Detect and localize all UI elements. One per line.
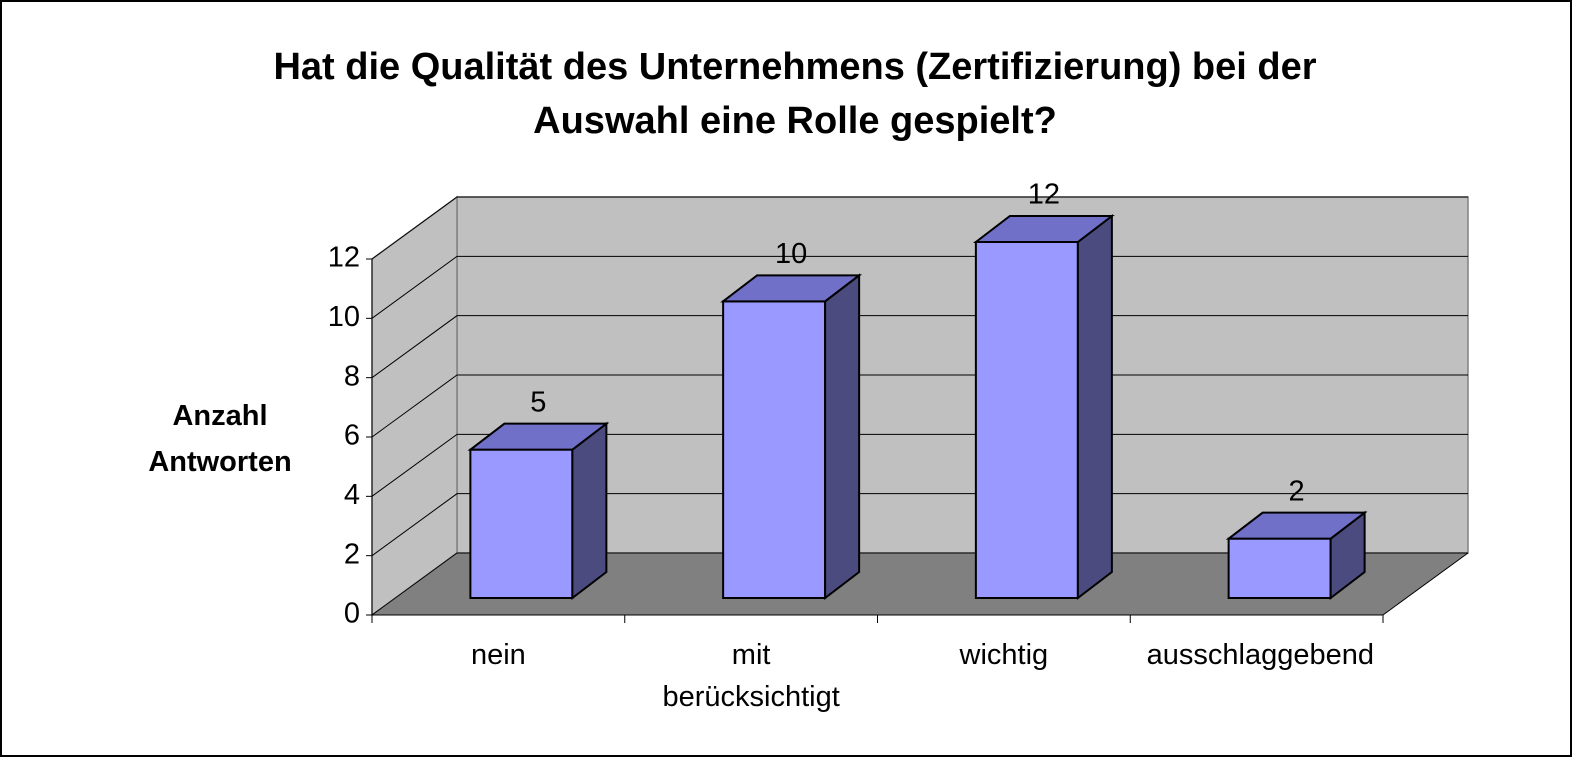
- grid-line: [371, 196, 1468, 260]
- bar-front: [974, 241, 1079, 599]
- bar-top: [1225, 511, 1368, 540]
- bar: [720, 273, 863, 601]
- bar-top: [972, 215, 1115, 243]
- y-tick-label: 2: [344, 538, 360, 570]
- bar-front: [469, 448, 574, 599]
- chart-title: Hat die Qualität des Unternehmens (Zerti…: [273, 46, 1317, 142]
- y-tick-label: 6: [344, 420, 360, 452]
- grid-line: [371, 493, 1468, 557]
- bar-side: [1076, 213, 1113, 601]
- bar-top: [720, 274, 863, 303]
- bar-front: [1227, 537, 1332, 599]
- y-tick-label: 8: [344, 360, 360, 392]
- x-tick-label: nein: [470, 639, 526, 671]
- value-label: 5: [530, 386, 546, 418]
- floor-edge: [1382, 552, 1469, 616]
- y-tick-label: 10: [328, 301, 360, 333]
- bar: [1225, 510, 1368, 601]
- bar-side: [571, 421, 608, 601]
- value-label: 12: [1028, 179, 1060, 211]
- grid-line: [371, 552, 1468, 616]
- value-label: 2: [1289, 475, 1305, 507]
- x-tick-label: mit berücksichtigt: [662, 639, 840, 713]
- grid-line: [371, 315, 1468, 379]
- x-tick-label: ausschlaggebend: [1146, 639, 1374, 671]
- x-tick-label: wichtig: [959, 639, 1049, 671]
- y-axis-label: Anzahl Antworten: [148, 400, 292, 478]
- floor: [372, 553, 1468, 615]
- y-tick-label: 0: [344, 598, 360, 630]
- grid-line: [371, 374, 1468, 438]
- bar: [467, 421, 610, 601]
- bar-top: [467, 422, 610, 451]
- grid-line: [371, 433, 1468, 497]
- y-tick-label: 4: [344, 479, 360, 511]
- bar-side: [824, 273, 861, 601]
- value-label: 10: [775, 238, 807, 270]
- y-tick-label: 12: [328, 242, 360, 274]
- grid-line: [371, 255, 1468, 319]
- bar-front: [722, 300, 827, 599]
- bar: [972, 213, 1115, 601]
